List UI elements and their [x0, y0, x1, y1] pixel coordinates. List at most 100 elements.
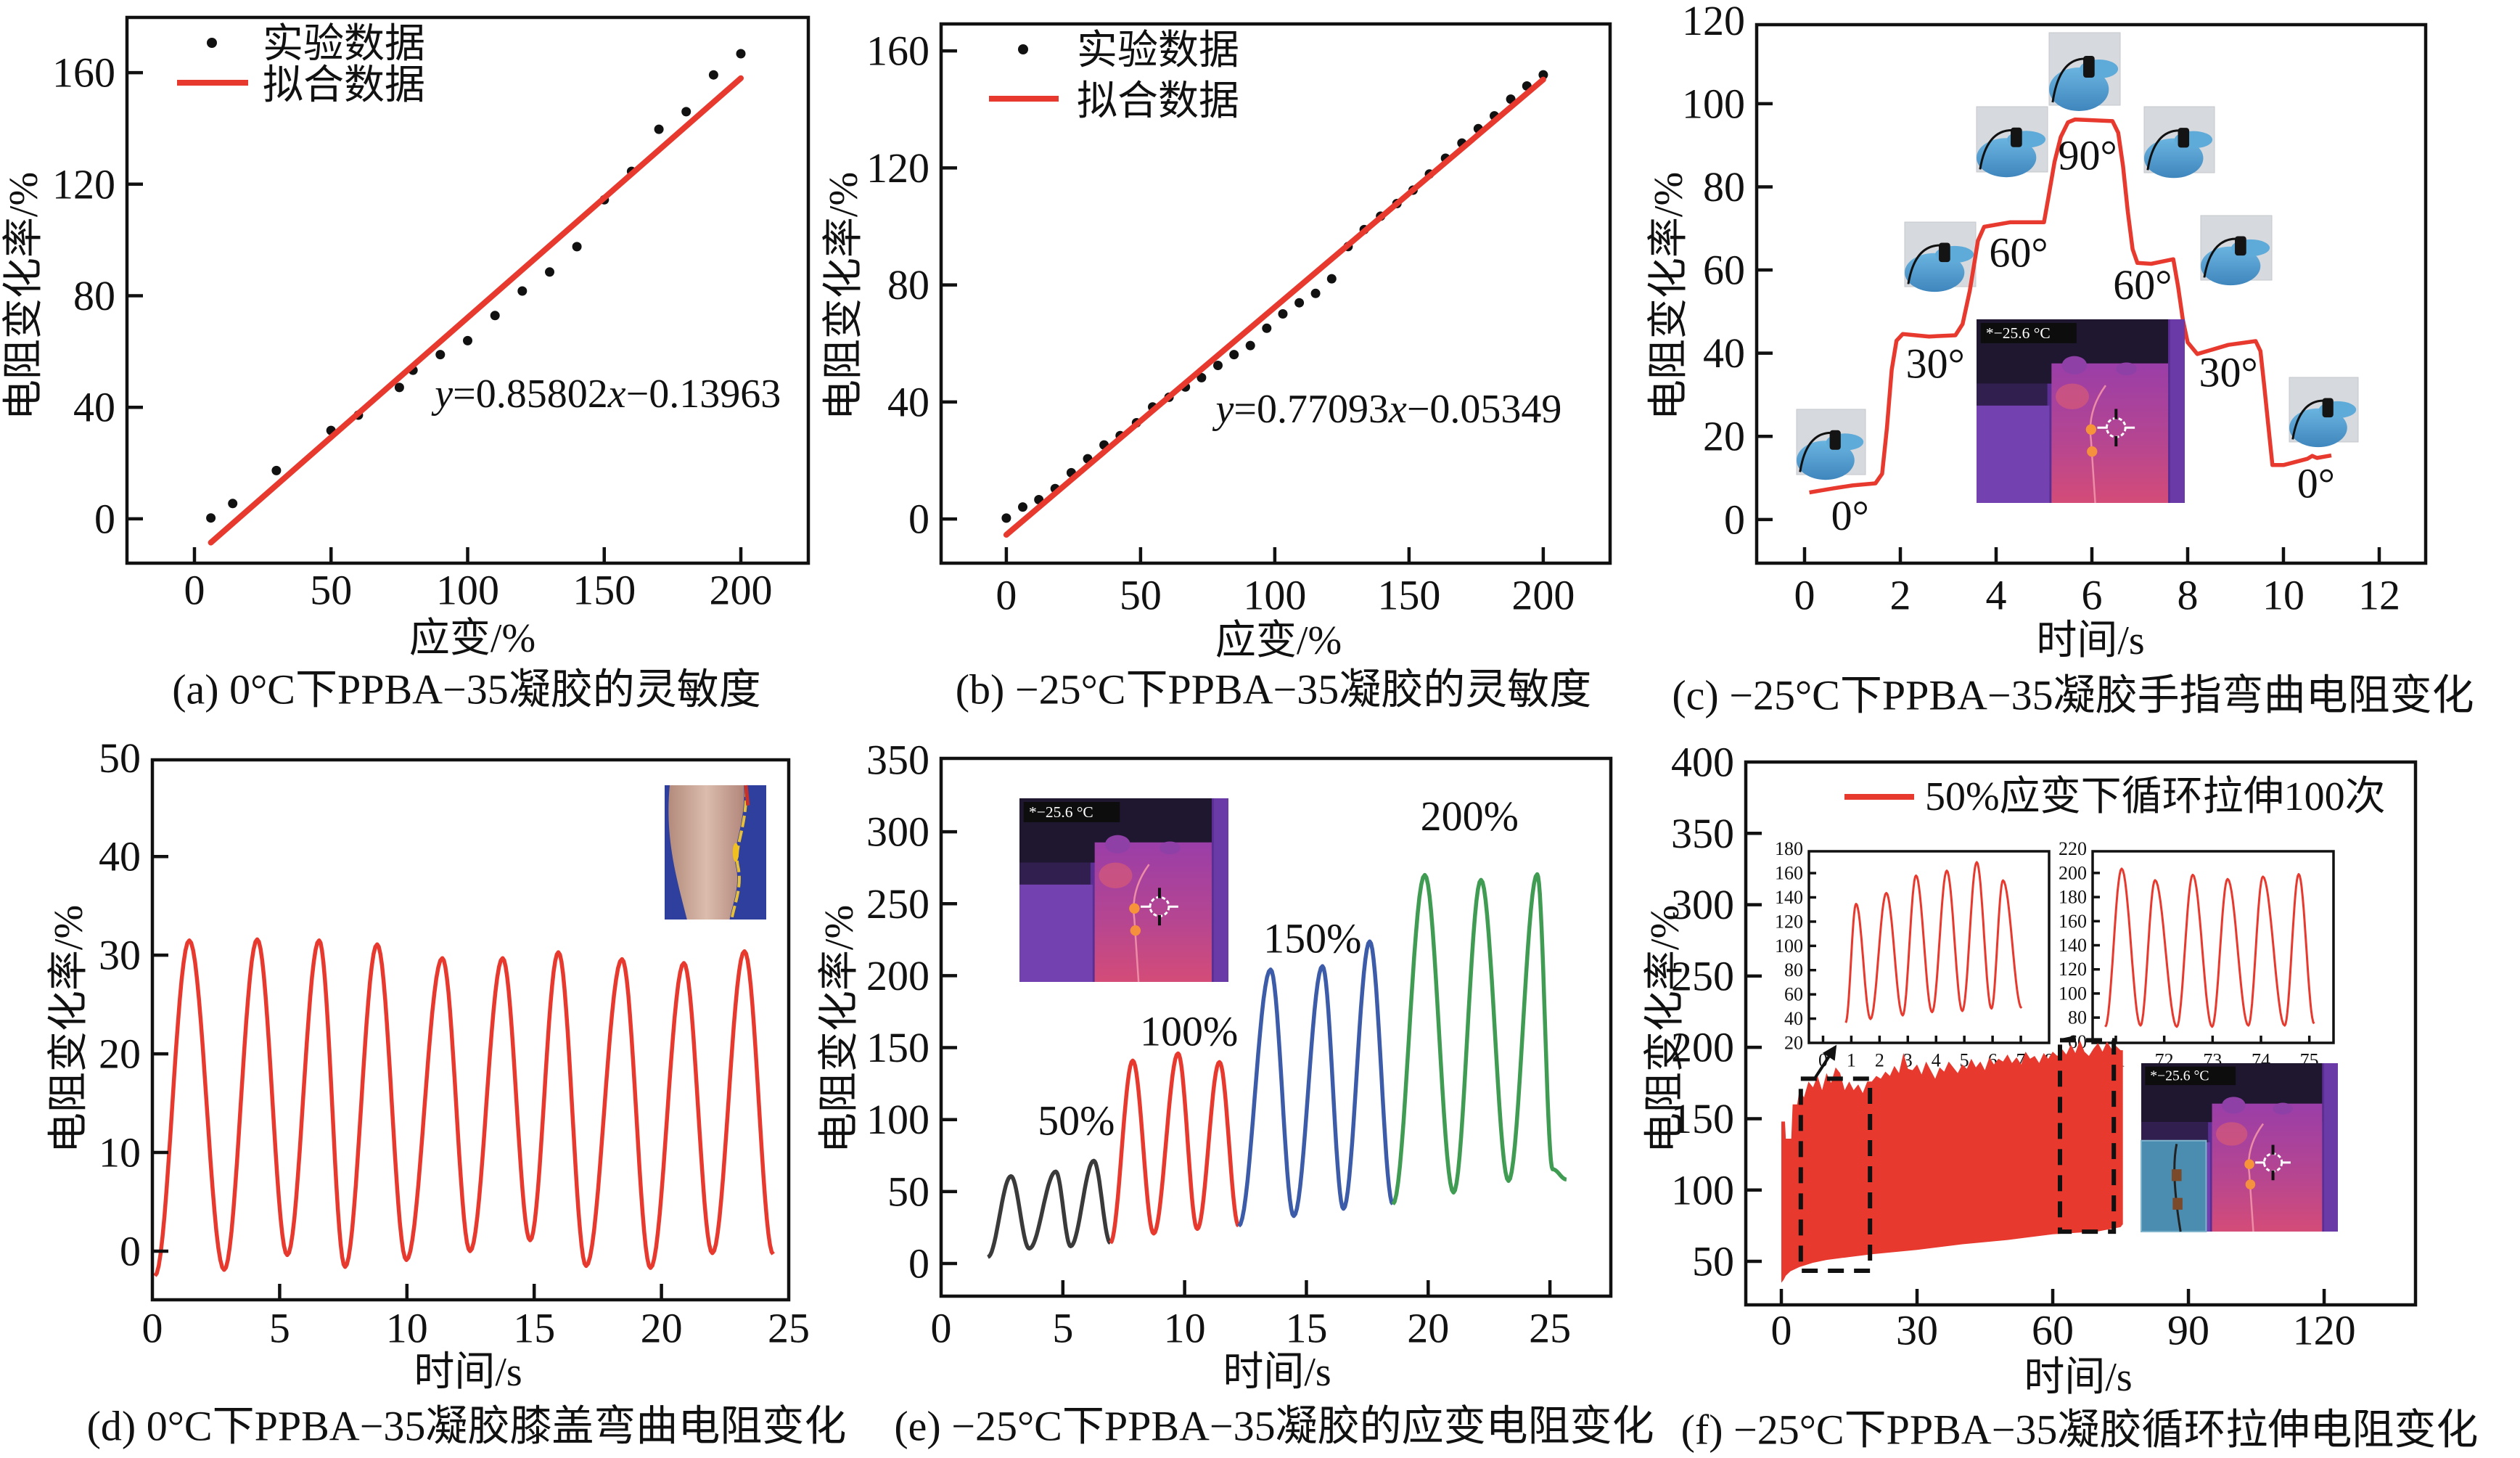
series-line-1	[1109, 1051, 1241, 1245]
data-point	[1197, 372, 1207, 382]
sensor-cable	[1979, 128, 2013, 170]
data-marks	[1809, 117, 2332, 495]
panel-e: *−25.6 °C0 5 10 15 20 25050100150200250300350…	[817, 736, 1654, 1449]
x-tick-label: 200	[1511, 572, 1575, 619]
y-tick-label: 40	[99, 833, 141, 880]
glove-hand	[2049, 67, 2109, 111]
equation-part: x	[1388, 387, 1407, 432]
glove-hand	[1977, 138, 2037, 178]
cyclic-stretch-band	[1781, 1040, 2123, 1283]
y-tick-label: 50	[99, 734, 141, 782]
y-axis-label: 电阻变化率/%	[817, 905, 862, 1153]
y-tick-label: 40	[1703, 329, 1745, 377]
data-marks	[206, 49, 746, 546]
zoom-region-box	[2058, 1038, 2117, 1234]
x-axis-label: 应变/%	[409, 616, 535, 661]
x-tick-label: 50	[310, 567, 352, 614]
panel-caption: (b) −25°C下PPBA−35凝胶的灵敏度	[956, 666, 1592, 713]
legend-label: 实验数据	[263, 22, 425, 67]
y-tick-label: 40	[73, 384, 115, 431]
annotation-label: 60°	[2113, 261, 2172, 308]
x-tick-label: 60	[2032, 1307, 2074, 1354]
finger-bend-90deg-photo	[2048, 32, 2121, 111]
sample-photo	[2141, 1139, 2207, 1232]
thermal-label-background	[1980, 323, 2077, 343]
inset-chart: 01234567820406080100120140160180	[1775, 838, 2054, 1070]
y-tick-label: 20	[1784, 1033, 1803, 1054]
x-tick-label: 1	[1847, 1050, 1856, 1071]
x-tick-label: 20	[641, 1305, 683, 1352]
x-axis-label: 时间/s	[1223, 1350, 1331, 1395]
data-point	[1326, 274, 1337, 284]
x-tick-label: 0	[931, 1305, 952, 1352]
y-tick-label: 350	[1671, 810, 1734, 857]
y-tick-label: 80	[1703, 163, 1745, 210]
legend-label: 拟合数据	[263, 63, 425, 108]
inset-curve	[1844, 861, 2023, 1023]
finger-return-60deg-photo	[2143, 106, 2215, 179]
finger-bend-60deg-photo	[1976, 106, 2048, 178]
x-tick-label: 5	[1052, 1305, 1073, 1352]
data-point	[1294, 298, 1305, 308]
sensor-band	[2178, 128, 2190, 148]
data-point	[572, 242, 582, 252]
panel-caption: (f) −25°C下PPBA−35凝胶循环拉伸电阻变化	[1681, 1406, 2479, 1454]
y-tick-label: 20	[1703, 413, 1745, 460]
legend-label: 50%应变下循环拉伸100次	[1925, 774, 2386, 819]
x-axis-label: 应变/%	[1215, 618, 1342, 663]
y-axis-label: 电阻变化率/%	[1643, 905, 1688, 1153]
annotation-label: 150%	[1263, 914, 1361, 962]
inset-curve	[2104, 867, 2315, 1028]
hot-spot	[2085, 424, 2097, 435]
glove-hand	[2289, 408, 2347, 448]
legend-dot-marker	[1018, 44, 1028, 54]
sensor-cable	[2203, 237, 2237, 278]
y-tick-label: 350	[866, 736, 929, 783]
thermal-temperature-label: *−25.6 °C	[1986, 324, 2051, 342]
annotation-label: 100%	[1140, 1008, 1238, 1055]
data-point	[435, 350, 446, 360]
data-point	[736, 49, 746, 59]
thermal-image-inset: *−25.6 °C	[1019, 798, 1228, 983]
y-tick-label: 120	[52, 160, 115, 208]
series-line-3	[1391, 872, 1568, 1205]
panel-c: *−25.6 °C0 2 4 6 8 10 12020406080100120时间/s电阻变…	[1646, 0, 2474, 719]
thermal-label-background	[2145, 1066, 2236, 1086]
y-tick-label: 140	[2059, 935, 2087, 956]
panel-caption: (a) 0°C下PPBA−35凝胶的灵敏度	[172, 666, 761, 713]
plot-frame	[1807, 850, 2051, 1044]
x-tick-label: 100	[1243, 572, 1306, 619]
y-tick-label: 250	[866, 880, 929, 927]
sensor-cable	[2146, 129, 2180, 171]
fit-equation: y=0.85802x−0.13963	[431, 372, 781, 417]
thermal-wire	[2247, 1123, 2265, 1232]
finger-return-30deg-photo	[2200, 215, 2273, 286]
x-tick-label: 150	[1377, 572, 1440, 619]
zoom-arrow	[2061, 1036, 2076, 1041]
y-tick-label: 0	[120, 1227, 141, 1274]
equation-part: −0.05349	[1407, 387, 1562, 432]
fit-line	[208, 75, 744, 546]
x-tick-label: 4	[1985, 572, 2006, 619]
y-axis-label: 电阻变化率/%	[1646, 172, 1691, 420]
plot-frame	[2091, 850, 2335, 1044]
x-tick-label: 12	[2358, 572, 2400, 619]
y-tick-label: 100	[866, 1096, 929, 1143]
y-tick-label: 50	[887, 1168, 929, 1215]
y-tick-label: 0	[1724, 496, 1745, 543]
plot-frame	[939, 22, 1612, 565]
data-point	[1213, 361, 1223, 370]
y-tick-label: 0	[908, 496, 929, 543]
thermal-image-inset: *−25.6 °C	[1977, 319, 2185, 504]
y-tick-label: 300	[1671, 881, 1734, 928]
data-point	[463, 335, 472, 345]
y-tick-label: 200	[1671, 1024, 1734, 1071]
y-tick-label: 150	[866, 1024, 929, 1071]
knee-leg	[668, 785, 744, 920]
data-point	[708, 70, 718, 80]
x-tick-label: 15	[513, 1305, 555, 1352]
zoom-region-box	[1798, 1076, 1873, 1274]
